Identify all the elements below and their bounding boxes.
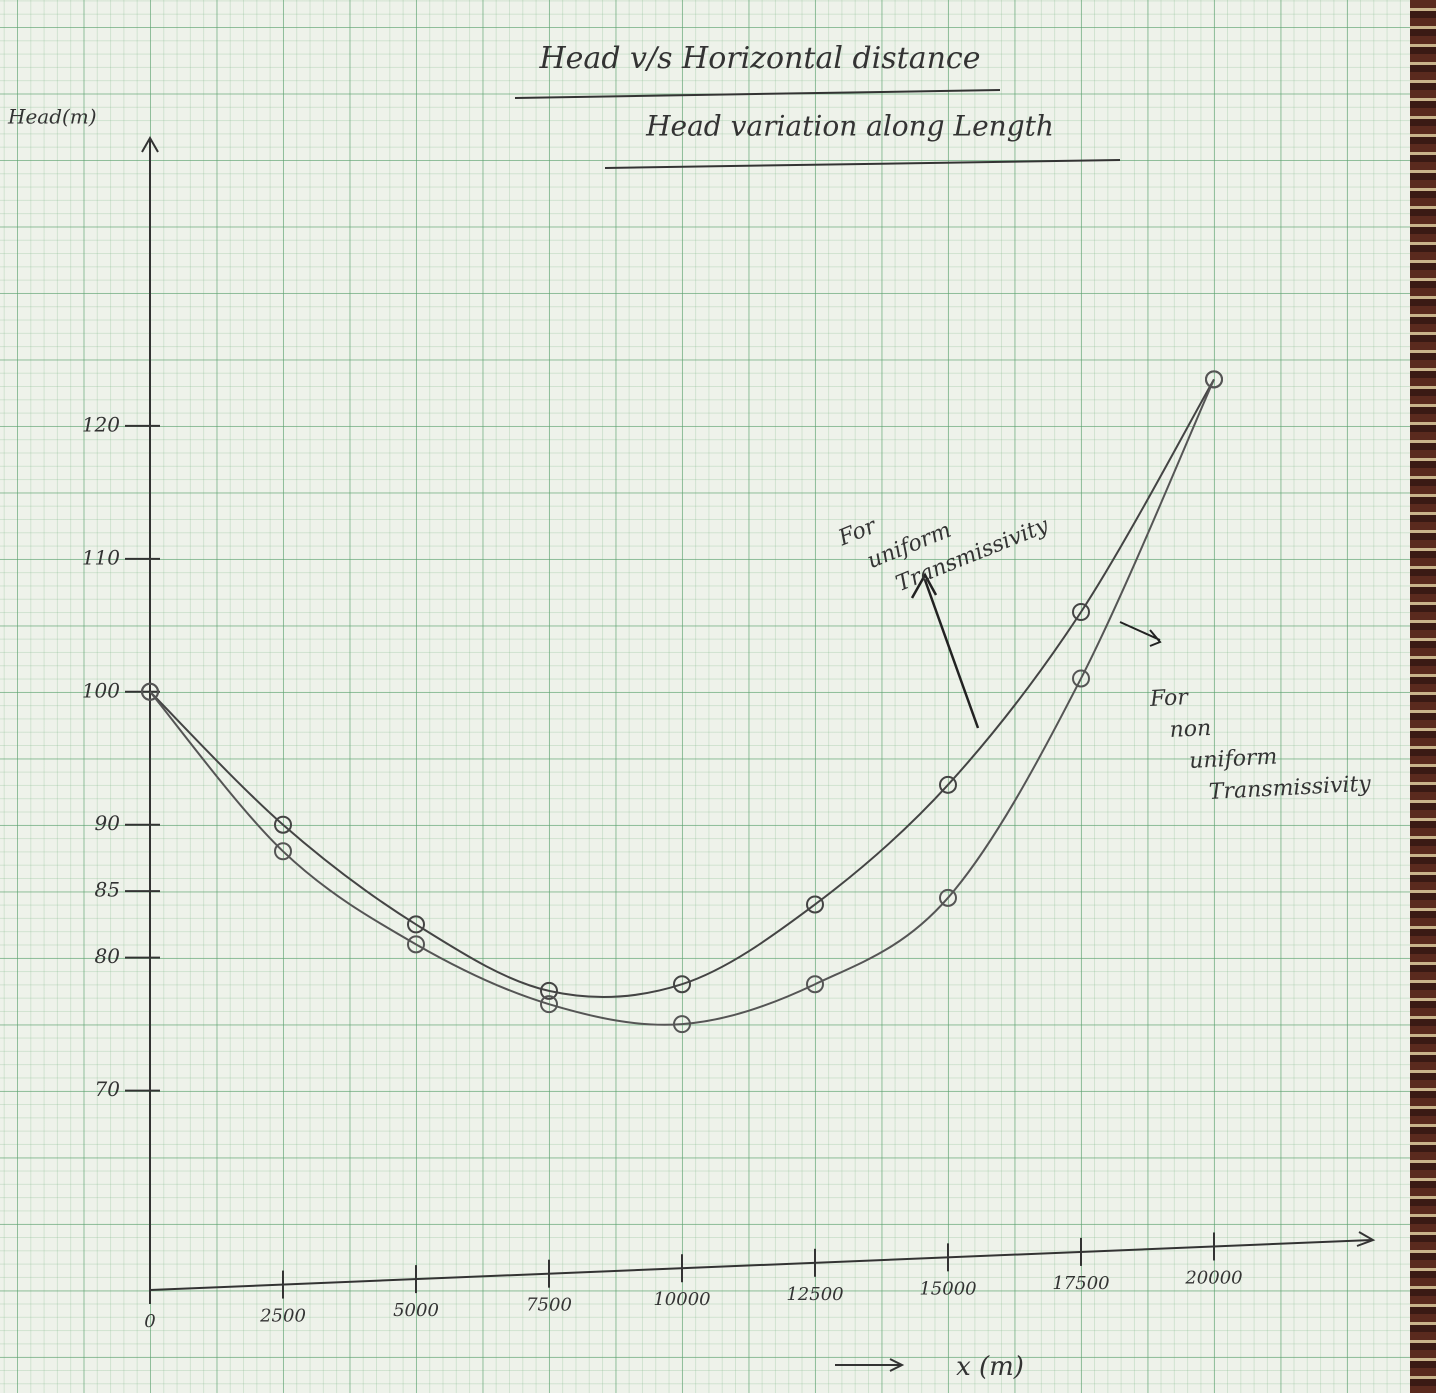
background-fabric xyxy=(1410,0,1436,1393)
data-point xyxy=(1206,371,1222,387)
y-tick-label: 90 xyxy=(95,811,121,835)
y-tick-label: 110 xyxy=(82,545,120,569)
y-tick-label: 80 xyxy=(95,944,121,968)
x-tick-label: 0 xyxy=(144,1311,155,1332)
x-axis-label: x (m) xyxy=(956,1352,1024,1382)
x-tick-label: 15000 xyxy=(919,1278,976,1299)
title-underline xyxy=(515,90,1000,98)
x-tick-label: 7500 xyxy=(526,1295,572,1316)
annotation-arrow xyxy=(912,575,978,728)
chart: Head v/s Horizontal distance Head variat… xyxy=(0,0,1410,1393)
y-tick-label: 70 xyxy=(95,1077,121,1101)
x-tick-label: 12500 xyxy=(786,1284,843,1305)
subtitle-underline xyxy=(605,160,1120,168)
series-annotation: For non uniform Transmissivity xyxy=(1148,676,1372,808)
x-tick-label: 2500 xyxy=(259,1306,306,1327)
y-tick-label: 120 xyxy=(82,412,120,436)
series-line xyxy=(150,379,1214,1024)
x-tick-label: 20000 xyxy=(1184,1267,1242,1288)
series-line xyxy=(150,379,1214,997)
x-tick-label: 17500 xyxy=(1052,1273,1109,1294)
annotation-arrow xyxy=(1120,622,1160,646)
series-annotation: For uniform Transmissivity xyxy=(834,454,1052,611)
x-tick-label: 5000 xyxy=(393,1300,439,1321)
x-tick-label: 10000 xyxy=(653,1289,710,1310)
x-axis-arrow xyxy=(1357,1232,1373,1246)
y-axis-label: Head(m) xyxy=(7,105,97,129)
chart-title: Head v/s Horizontal distance xyxy=(539,41,981,76)
chart-subtitle: Head variation along Length xyxy=(645,110,1054,143)
y-tick-label: 100 xyxy=(82,678,120,702)
page: Head v/s Horizontal distance Head variat… xyxy=(0,0,1436,1393)
y-tick-label: 85 xyxy=(95,878,120,902)
